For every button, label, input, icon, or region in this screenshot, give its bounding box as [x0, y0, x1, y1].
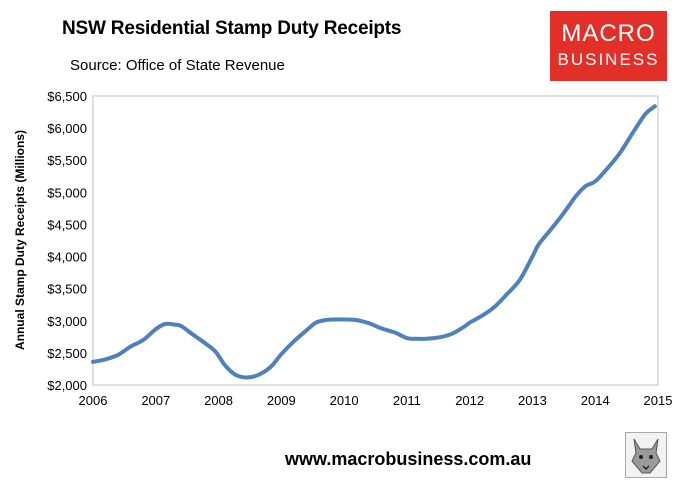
macrobusiness-logo: MACRO BUSINESS [550, 11, 667, 81]
y-tick-label: $2,000 [47, 378, 87, 393]
x-tick-label: 2014 [581, 393, 610, 408]
x-tick-label: 2012 [455, 393, 484, 408]
wolf-icon [625, 432, 667, 478]
logo-line-business: BUSINESS [557, 50, 660, 69]
plot-area [92, 95, 659, 386]
x-tick-label: 2010 [330, 393, 359, 408]
y-axis-ticks: $2,000 $2,500 $3,000 $3,500 $4,000 $4,500 $5,0… [47, 89, 87, 393]
x-tick-label: 2015 [644, 393, 673, 408]
y-axis-label: Annual Stamp Duty Receipts (Millions) [13, 130, 27, 350]
y-tick-label: $3,500 [47, 282, 87, 297]
chart-source: Source: Office of State Revenue [70, 57, 285, 74]
logo-line-macro: MACRO [561, 20, 656, 47]
x-tick-label: 2013 [518, 393, 547, 408]
y-tick-label: $4,000 [47, 250, 87, 265]
x-tick-label: 2009 [267, 393, 296, 408]
x-tick-label: 2006 [79, 393, 108, 408]
y-tick-label: $2,500 [47, 346, 87, 361]
series-line [91, 104, 657, 380]
x-axis-ticks: 2006 2007 2008 2009 2010 2011 2012 2013 2014 2015 [79, 393, 673, 408]
x-tick-label: 2011 [393, 393, 421, 408]
y-tick-label: $6,500 [47, 89, 87, 104]
y-tick-label: $5,500 [47, 153, 87, 168]
chart-title: NSW Residential Stamp Duty Receipts [62, 18, 402, 39]
x-tick-label: 2008 [204, 393, 233, 408]
y-tick-label: $3,000 [47, 314, 87, 329]
y-tick-label: $5,000 [47, 185, 87, 200]
y-tick-label: $4,500 [47, 217, 87, 232]
y-tick-label: $6,000 [47, 121, 87, 136]
x-tick-label: 2007 [141, 393, 170, 408]
website-url: www.macrobusiness.com.au [285, 449, 532, 469]
